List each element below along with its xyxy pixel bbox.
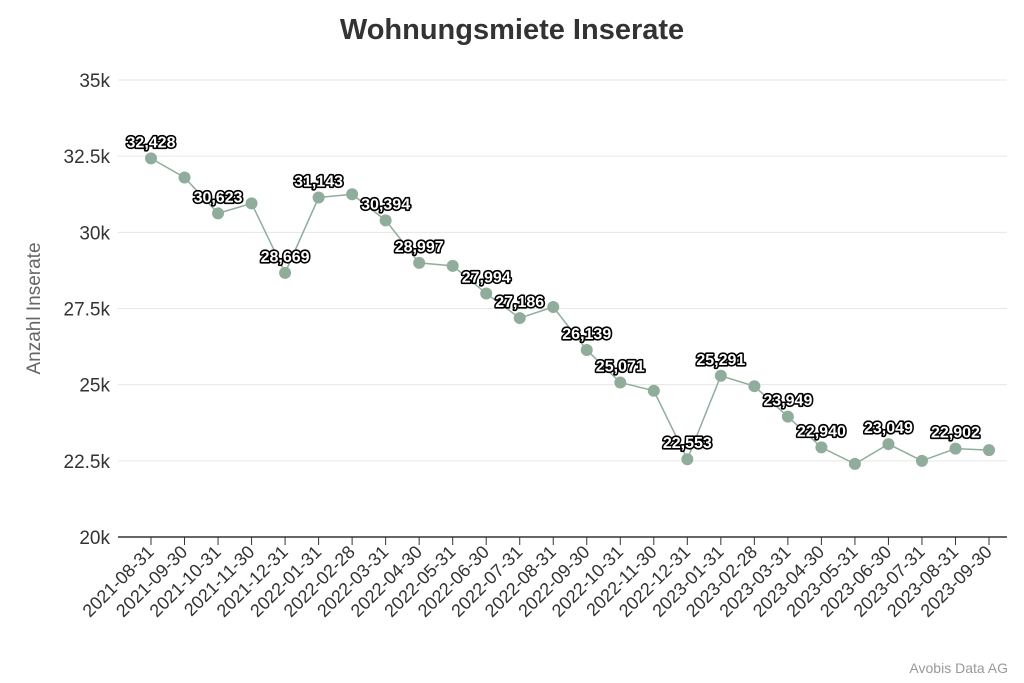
data-point (178, 171, 191, 184)
data-label: 27,994 (462, 269, 511, 286)
data-label: 26,139 (562, 326, 611, 343)
credit-text: Avobis Data AG (909, 660, 1008, 676)
y-tick-label: 22.5k (64, 452, 111, 473)
data-label: 31,143 (294, 174, 343, 191)
data-point (848, 457, 861, 470)
data-point (413, 256, 426, 269)
data-point (346, 188, 359, 201)
grid-lines (118, 79, 1007, 462)
data-point (245, 197, 258, 210)
chart-title: Wohnungsmiete Inserate (339, 14, 685, 46)
series-line (150, 157, 990, 465)
data-labels: 32,428 30,623 28,669 31,143 30,394 28,997 27,9… (125, 133, 982, 454)
data-point (714, 369, 727, 382)
data-point (614, 376, 627, 389)
data-label: 23,949 (763, 393, 812, 410)
data-label: 30,623 (194, 189, 243, 206)
y-tick-label: 32.5k (64, 147, 111, 168)
data-point (781, 410, 794, 423)
data-point (647, 384, 660, 397)
data-point (379, 214, 392, 227)
data-points (145, 152, 995, 470)
y-tick-label: 20k (79, 528, 110, 549)
data-point (983, 444, 995, 457)
data-label: 28,997 (395, 239, 444, 256)
data-label: 25,291 (696, 352, 745, 369)
y-tick-label: 27.5k (64, 300, 111, 321)
data-label: 22,553 (663, 435, 712, 452)
data-point (145, 152, 157, 165)
y-tick-label: 30k (79, 223, 110, 244)
y-axis-ticks: 20k 22.5k 25k 27.5k 30k 32.5k 35k (64, 71, 111, 549)
data-point (681, 453, 694, 466)
data-label: 22,902 (931, 425, 980, 442)
data-point (279, 266, 292, 279)
data-point (480, 287, 493, 300)
data-point (915, 454, 928, 467)
x-axis-ticks: 2021-08-312021-09-302021-10-312021-11-30… (79, 537, 996, 621)
data-point (446, 259, 459, 272)
data-point (580, 343, 593, 356)
data-label: 22,940 (797, 423, 846, 440)
data-label: 28,669 (261, 249, 310, 266)
data-label: 32,428 (127, 134, 176, 151)
data-point (748, 380, 761, 393)
y-tick-label: 35k (79, 71, 110, 92)
data-point (312, 191, 325, 204)
data-point (513, 312, 526, 325)
data-point (547, 300, 560, 313)
data-label: 30,394 (361, 196, 410, 213)
data-point (815, 441, 828, 454)
data-label: 27,186 (495, 294, 544, 311)
data-label: 25,071 (596, 359, 645, 376)
data-point (949, 442, 962, 455)
data-point (212, 207, 225, 220)
data-label: 23,049 (864, 420, 913, 437)
y-axis-label: Anzahl Inserate (24, 242, 45, 374)
y-tick-label: 25k (79, 376, 110, 397)
data-point (882, 438, 895, 451)
